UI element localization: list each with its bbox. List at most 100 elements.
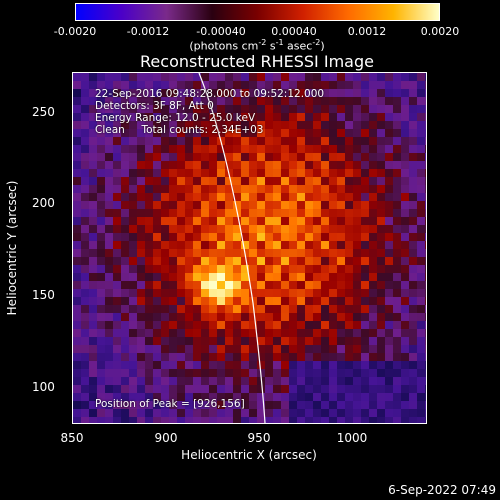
image-pixel xyxy=(193,297,201,305)
image-pixel xyxy=(337,305,345,313)
image-pixel xyxy=(417,129,425,137)
image-pixel xyxy=(177,313,185,321)
image-pixel xyxy=(113,89,121,97)
image-pixel xyxy=(369,169,377,177)
image-pixel xyxy=(305,185,313,193)
image-pixel xyxy=(193,137,201,145)
image-pixel xyxy=(121,241,129,249)
image-pixel xyxy=(281,145,289,153)
image-pixel xyxy=(273,345,281,353)
image-pixel xyxy=(113,193,121,201)
image-pixel xyxy=(281,209,289,217)
image-pixel xyxy=(409,129,417,137)
image-pixel xyxy=(313,193,321,201)
image-pixel xyxy=(281,297,289,305)
image-pixel xyxy=(73,313,81,321)
image-pixel xyxy=(297,233,305,241)
image-pixel xyxy=(129,185,137,193)
image-pixel xyxy=(257,289,265,297)
image-pixel xyxy=(281,345,289,353)
image-pixel xyxy=(225,361,233,369)
image-pixel xyxy=(321,337,329,345)
image-pixel xyxy=(289,385,297,393)
image-pixel xyxy=(137,73,145,81)
image-pixel xyxy=(321,241,329,249)
image-pixel xyxy=(145,321,153,329)
image-pixel xyxy=(73,113,81,121)
image-pixel xyxy=(345,145,353,153)
image-pixel xyxy=(417,361,425,369)
x-tick-label: 900 xyxy=(154,431,178,445)
image-pixel xyxy=(161,169,169,177)
image-pixel xyxy=(401,73,409,81)
image-pixel xyxy=(401,329,409,337)
image-pixel xyxy=(217,297,225,305)
image-pixel xyxy=(201,193,209,201)
image-pixel xyxy=(113,369,121,377)
image-pixel xyxy=(297,185,305,193)
image-pixel xyxy=(161,249,169,257)
image-pixel xyxy=(81,321,89,329)
image-pixel xyxy=(201,369,209,377)
image-pixel xyxy=(345,113,353,121)
image-pixel xyxy=(281,337,289,345)
image-pixel xyxy=(377,193,385,201)
image-pixel xyxy=(329,113,337,121)
image-pixel xyxy=(273,233,281,241)
image-pixel xyxy=(297,241,305,249)
image-pixel xyxy=(345,377,353,385)
image-pixel xyxy=(361,185,369,193)
image-pixel xyxy=(217,217,225,225)
image-pixel xyxy=(385,393,393,401)
image-pixel xyxy=(145,121,153,129)
image-pixel xyxy=(105,161,113,169)
image-pixel xyxy=(137,401,145,409)
image-pixel xyxy=(329,377,337,385)
image-pixel xyxy=(417,393,425,401)
image-pixel xyxy=(113,313,121,321)
image-pixel xyxy=(129,193,137,201)
image-pixel xyxy=(145,169,153,177)
image-pixel xyxy=(241,201,249,209)
image-pixel xyxy=(305,209,313,217)
image-pixel xyxy=(313,273,321,281)
image-pixel xyxy=(73,377,81,385)
image-pixel xyxy=(393,201,401,209)
image-pixel xyxy=(113,241,121,249)
image-pixel xyxy=(361,193,369,201)
image-pixel xyxy=(377,409,385,417)
image-pixel xyxy=(193,225,201,233)
image-pixel xyxy=(313,121,321,129)
colorbar-tick-label: -0.0012 xyxy=(126,25,170,38)
image-pixel xyxy=(81,185,89,193)
image-pixel xyxy=(177,265,185,273)
image-pixel xyxy=(249,121,257,129)
image-pixel xyxy=(81,417,89,423)
image-pixel xyxy=(257,233,265,241)
image-pixel xyxy=(201,361,209,369)
image-pixel xyxy=(417,273,425,281)
image-pixel xyxy=(313,169,321,177)
image-pixel xyxy=(257,321,265,329)
image-pixel xyxy=(209,177,217,185)
image-pixel xyxy=(417,209,425,217)
image-pixel xyxy=(289,145,297,153)
image-pixel xyxy=(137,385,145,393)
image-pixel xyxy=(217,305,225,313)
image-pixel xyxy=(241,105,249,113)
image-pixel xyxy=(385,401,393,409)
image-pixel xyxy=(129,153,137,161)
image-pixel xyxy=(145,417,153,423)
image-pixel xyxy=(129,201,137,209)
image-pixel xyxy=(409,145,417,153)
image-pixel xyxy=(321,169,329,177)
image-pixel xyxy=(225,249,233,257)
image-pixel xyxy=(313,257,321,265)
image-pixel xyxy=(225,289,233,297)
image-pixel xyxy=(337,329,345,337)
image-pixel xyxy=(289,81,297,89)
image-pixel xyxy=(385,329,393,337)
image-pixel xyxy=(137,145,145,153)
image-pixel xyxy=(209,81,217,89)
image-pixel xyxy=(97,225,105,233)
